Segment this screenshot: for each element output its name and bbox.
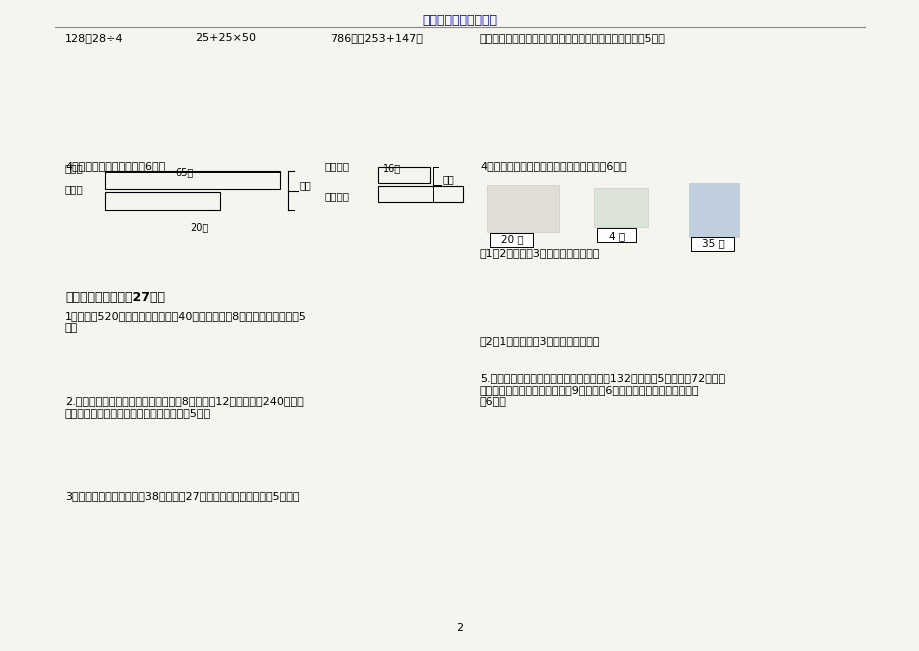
Text: 乒乓球：: 乒乓球：: [324, 191, 349, 201]
FancyBboxPatch shape: [688, 183, 738, 237]
Text: （2）1个热水瓶比3个茶杯贵多少元？: （2）1个热水瓶比3个茶杯贵多少元？: [480, 336, 600, 346]
Text: ？个: ？个: [443, 174, 454, 184]
Text: 快乐学习，快乐测试！: 快乐学习，快乐测试！: [422, 14, 497, 27]
FancyBboxPatch shape: [594, 188, 647, 227]
Text: 3．工人从一艘轮船上卸下38吨黄豆和27吨绿豆，如果用一辆载重5吨的卡: 3．工人从一艘轮船上卸下38吨黄豆和27吨绿豆，如果用一辆载重5吨的卡: [65, 491, 300, 501]
Text: 25+25×50: 25+25×50: [195, 33, 255, 43]
Text: 五、解决问题。（共27分）: 五、解决问题。（共27分）: [65, 291, 165, 304]
Text: 65名: 65名: [175, 167, 193, 177]
Text: 4．根据问题选择合适的条件，再解答。（6分）: 4．根据问题选择合适的条件，再解答。（6分）: [480, 161, 626, 171]
Text: （1）2个茶壶和3个茶杯一共多少元？: （1）2个茶壶和3个茶杯一共多少元？: [480, 248, 600, 258]
Text: 1．修一条520米长的水渠，每天修40米，已经修了8天，还剩多少米？（5
分）: 1．修一条520米长的水渠，每天修40米，已经修了8天，还剩多少米？（5 分）: [65, 311, 307, 333]
Text: ？名: ？名: [300, 180, 312, 191]
FancyBboxPatch shape: [486, 185, 559, 232]
Text: 786－（253+147）: 786－（253+147）: [330, 33, 423, 43]
Text: 车把这些黄豆和绿豆运到食品厂，一共需要运多少次？（5分）: 车把这些黄豆和绿豆运到食品厂，一共需要运多少次？（5分）: [480, 33, 665, 43]
Text: 2.刘阿姨给果园的梨树喷药水，从上午8时到中午12时，一共给240棵梨树
喷了药水，刘阿姨平均每小时喷多少棵？（5分）: 2.刘阿姨给果园的梨树喷药水，从上午8时到中午12时，一共给240棵梨树 喷了药…: [65, 396, 303, 417]
Text: 128－28÷4: 128－28÷4: [65, 33, 123, 43]
Text: 4 元: 4 元: [608, 231, 624, 241]
Text: 羽毛球：: 羽毛球：: [324, 161, 349, 171]
Text: 16个: 16个: [382, 163, 401, 173]
FancyBboxPatch shape: [490, 232, 533, 247]
FancyBboxPatch shape: [691, 236, 733, 251]
Text: 男生：: 男生：: [65, 163, 84, 173]
Text: 5.小厨从图书室借一本《太空历险记》，共132页，看了5天后还剩72页，平
均每天看多少页？如果只能借阅9天，从第6天起，平均每天要看多少页？
（6分）: 5.小厨从图书室借一本《太空历险记》，共132页，看了5天后还剩72页，平 均每…: [480, 373, 724, 406]
Text: 女生：: 女生：: [65, 184, 84, 194]
Text: 20名: 20名: [190, 222, 208, 232]
Text: 4．看图列式，并计算。（6分）: 4．看图列式，并计算。（6分）: [65, 161, 165, 171]
FancyBboxPatch shape: [596, 227, 636, 242]
Text: 35 元: 35 元: [701, 238, 723, 248]
Text: 2: 2: [456, 623, 463, 633]
Text: 20 元: 20 元: [500, 234, 523, 244]
